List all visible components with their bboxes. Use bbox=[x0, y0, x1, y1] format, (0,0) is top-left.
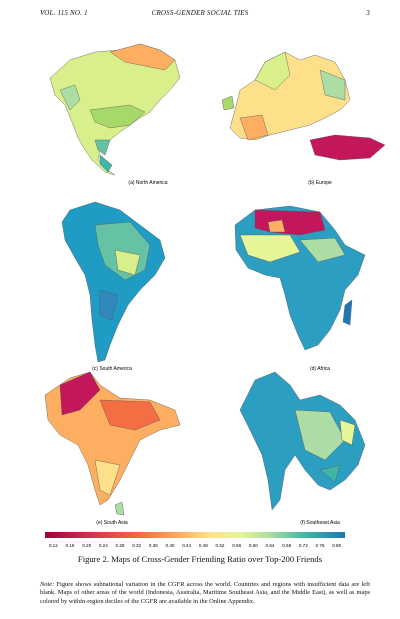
map-southeast-asia bbox=[239, 371, 366, 511]
map-north-america bbox=[49, 43, 181, 176]
map-europe bbox=[221, 51, 386, 161]
note: Note: Figure shows subnational variation… bbox=[40, 581, 370, 606]
colorbar bbox=[45, 532, 345, 538]
colorbar-ticks: 0.12 0.16 0.20 0.24 0.28 0.32 0.36 0.40 0.44 0.48… bbox=[49, 543, 342, 548]
panel-caption: (e) South Asia bbox=[96, 520, 128, 526]
colorbar-tick-label: 0.32 bbox=[132, 543, 141, 548]
colorbar-tick-label: 0.72 bbox=[299, 543, 308, 548]
map-africa bbox=[234, 205, 366, 351]
figure-caption: Figure 2. Maps of Cross-Gender Friending… bbox=[77, 554, 323, 564]
colorbar-tick-label: 0.12 bbox=[49, 543, 58, 548]
colorbar-tick-label: 0.40 bbox=[166, 543, 175, 548]
colorbar-tick-label: 0.48 bbox=[199, 543, 208, 548]
panel-caption: (a) North America bbox=[128, 180, 167, 186]
panel-caption: (c) South America bbox=[92, 366, 132, 372]
note-text: Figure shows subnational variation in th… bbox=[40, 581, 370, 605]
colorbar-tick-label: 0.24 bbox=[99, 543, 108, 548]
colorbar-tick-label: 0.76 bbox=[316, 543, 325, 548]
colorbar-tick-label: 0.68 bbox=[282, 543, 291, 548]
header-volume: VOL. 115 NO. 1 bbox=[40, 9, 88, 17]
colorbar-tick-label: 0.44 bbox=[182, 543, 191, 548]
colorbar-tick-label: 0.20 bbox=[82, 543, 91, 548]
colorbar-tick-label: 0.52 bbox=[216, 543, 225, 548]
map-south-america bbox=[61, 201, 166, 363]
header-page: 3 bbox=[366, 9, 370, 17]
panel-caption: (d) Africa bbox=[310, 366, 330, 372]
panel-caption: (f) Southeast Asia bbox=[300, 520, 340, 526]
colorbar-tick-label: 0.64 bbox=[266, 543, 275, 548]
colorbar-tick-label: 0.80 bbox=[332, 543, 341, 548]
note-label: Note: bbox=[40, 581, 55, 588]
colorbar-tick-label: 0.56 bbox=[232, 543, 241, 548]
header-title: CROSS-GENDER SOCIAL TIES bbox=[151, 9, 249, 17]
colorbar-tick-label: 0.36 bbox=[149, 543, 158, 548]
panel-caption: (b) Europe bbox=[308, 180, 332, 186]
colorbar-tick-label: 0.28 bbox=[116, 543, 125, 548]
colorbar-tick-label: 0.16 bbox=[66, 543, 75, 548]
colorbar-tick-label: 0.60 bbox=[249, 543, 258, 548]
map-south-asia bbox=[44, 371, 181, 516]
